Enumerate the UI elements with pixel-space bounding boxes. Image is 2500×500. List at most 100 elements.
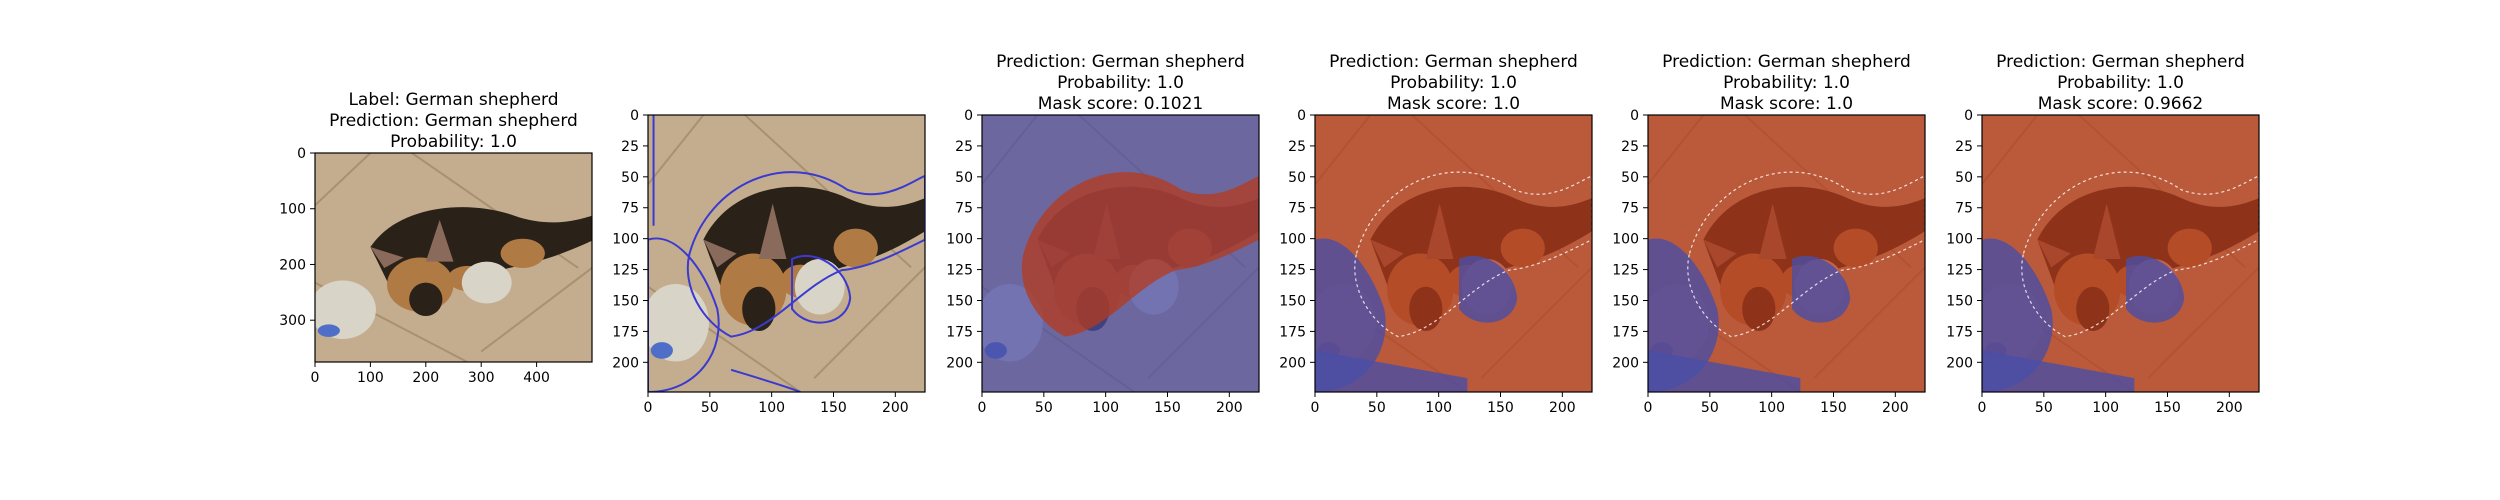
panel-original-title-line: Probability: 1.0 [390,132,517,152]
panel-segments-axes-frame [647,114,926,393]
panel-segments-ytick-label: 175 [612,324,639,340]
panel-original-dog-muzzle [409,282,443,317]
panel-mask-3-xtick-label: 200 [1882,400,1909,416]
panel-mask-4-xtick-label: 0 [1978,400,1987,416]
panel-segments-xtick-label: 200 [882,400,909,416]
panel-mask-2-ytick-label: 200 [1279,355,1306,371]
panel-original-dog-ear [425,219,454,262]
panel-mask-1-ytick-label: 175 [946,324,973,340]
panel-mask-3-xtick-label: 100 [1758,400,1785,416]
panel-original-ytick-label: 300 [279,313,306,329]
panel-mask-4: Prediction: German shepherdProbability: … [1946,52,2260,416]
panel-mask-1: Prediction: German shepherdProbability: … [946,52,1260,416]
panel-mask-4-title-line: Mask score: 0.9662 [2038,94,2203,114]
panel-mask-2-ytick-label: 0 [1297,108,1306,124]
panel-mask-1-axes-frame [981,114,1260,393]
panel-segments-segment-boundary [686,171,925,338]
panel-mask-2-ytick-label: 125 [1279,263,1306,279]
panel-segments-dog-muzzle [742,286,776,332]
panel-mask-2-title-line: Mask score: 1.0 [1387,94,1520,114]
panel-original-rope-toy [315,280,376,340]
panel-mask-2-ytick-label: 150 [1279,293,1306,309]
panel-mask-4-ytick-label: 175 [1946,324,1973,340]
panel-original-dog-ear [370,247,404,268]
panel-mask-1-title-line: Mask score: 0.1021 [1038,94,1203,114]
panel-mask-1-xtick-label: 100 [1092,400,1119,416]
panel-segments-segment-boundary [652,115,801,392]
panel-mask-1-title-line: Probability: 1.0 [1057,73,1184,93]
panel-mask-1-image [982,115,1259,392]
panel-segments-ytick-label: 150 [612,293,639,309]
panel-mask-3-ytick-label: 150 [1612,293,1639,309]
panel-mask-2-xtick-label: 150 [1487,400,1514,416]
panel-mask-4-ytick-label: 125 [1946,263,1973,279]
panel-original-xtick-label: 200 [412,370,439,386]
panel-segments: 0 50 100 150 200 0 25 50 75 100 125 150 175 200 [612,108,926,416]
panel-mask-3: Prediction: German shepherdProbability: … [1612,52,1926,416]
panel-mask-2-xtick-label: 50 [1368,400,1386,416]
panel-mask-1-ytick-label: 50 [955,170,973,186]
panel-mask-1-mask-dog [1021,172,1259,337]
panel-mask-3-title-line: Probability: 1.0 [1723,73,1850,93]
panel-mask-3-title-line: Mask score: 1.0 [1720,94,1853,114]
panel-mask-1-ytick-label: 200 [946,355,973,371]
panel-original-axes-frame [314,152,593,363]
panel-segments-xtick-label: 150 [820,400,847,416]
panel-mask-4-mask-toy [1982,238,2185,392]
panel-mask-4-xtick-label: 50 [2035,400,2053,416]
panel-segments-ytick-label: 50 [621,170,639,186]
panel-segments-tile-line [648,115,705,185]
panel-mask-3-image [1648,115,1925,392]
panel-segments-toy-blue [650,342,673,359]
panel-mask-4-image [1982,115,2259,392]
panel-segments-xtick-label: 50 [701,400,719,416]
panel-segments-tile-line [813,266,925,379]
panel-mask-4-ytick-label: 50 [1955,170,1973,186]
panel-mask-2-xtick-label: 100 [1425,400,1452,416]
panel-original-dog-leg [500,238,545,268]
panel-mask-1-xtick-label: 50 [1035,400,1053,416]
panel-mask-2-ytick-label: 25 [1288,139,1306,155]
panel-mask-3-mask-edge [1687,171,1925,338]
panel-mask-2-mask-edge [1354,171,1592,338]
panel-mask-3-ytick-label: 50 [1621,170,1639,186]
panel-mask-4-xtick-label: 150 [2154,400,2181,416]
panel-mask-4-ytick-label: 100 [1946,232,1973,248]
panel-mask-2-ytick-label: 175 [1279,324,1306,340]
panel-mask-1-ytick-label: 150 [946,293,973,309]
panel-original-tile-line [315,153,372,206]
panel-mask-1-ytick-label: 100 [946,232,973,248]
panel-segments-dog-ear [703,239,737,268]
panel-mask-3-xtick-label: 150 [1820,400,1847,416]
panel-original-xtick-label: 0 [311,370,320,386]
panel-original-tile-line [480,267,592,353]
panel-mask-4-mask-floor-region [1982,350,2135,392]
panel-original-image [315,153,592,362]
panel-mask-2-ytick-label: 50 [1288,170,1306,186]
panel-mask-3-ytick-label: 0 [1630,108,1639,124]
panel-original-toy-blue [317,324,340,337]
panel-segments-ytick-label: 200 [612,355,639,371]
panel-segments-ytick-label: 100 [612,232,639,248]
panel-original-xtick-label: 400 [523,370,550,386]
panel-mask-2-title-line: Prediction: German shepherd [1329,52,1578,72]
panel-mask-3-ytick-label: 200 [1612,355,1639,371]
panel-mask-4-mask-edge [2021,171,2259,338]
panel-segments-ytick-label: 0 [630,108,639,124]
panel-mask-2-mask-floor-region [1315,350,1468,392]
panel-segments-ytick-label: 125 [612,263,639,279]
panel-original-title-line: Prediction: German shepherd [329,111,578,131]
panel-mask-1-xtick-label: 0 [978,400,987,416]
panel-mask-2-axes-frame [1314,114,1593,393]
panel-mask-2-image [1315,115,1592,392]
panel-mask-4-ytick-label: 150 [1946,293,1973,309]
panel-mask-1-title-line: Prediction: German shepherd [996,52,1245,72]
panel-mask-2-ytick-label: 100 [1279,232,1306,248]
panel-mask-3-xtick-label: 50 [1701,400,1719,416]
panel-segments-ytick-label: 75 [621,201,639,217]
panel-mask-3-ytick-label: 75 [1621,201,1639,217]
panel-mask-2: Prediction: German shepherdProbability: … [1279,52,1593,416]
panel-mask-4-xtick-label: 200 [2216,400,2243,416]
panel-mask-2-xtick-label: 0 [1311,400,1320,416]
panel-original-ytick-label: 100 [279,202,306,218]
